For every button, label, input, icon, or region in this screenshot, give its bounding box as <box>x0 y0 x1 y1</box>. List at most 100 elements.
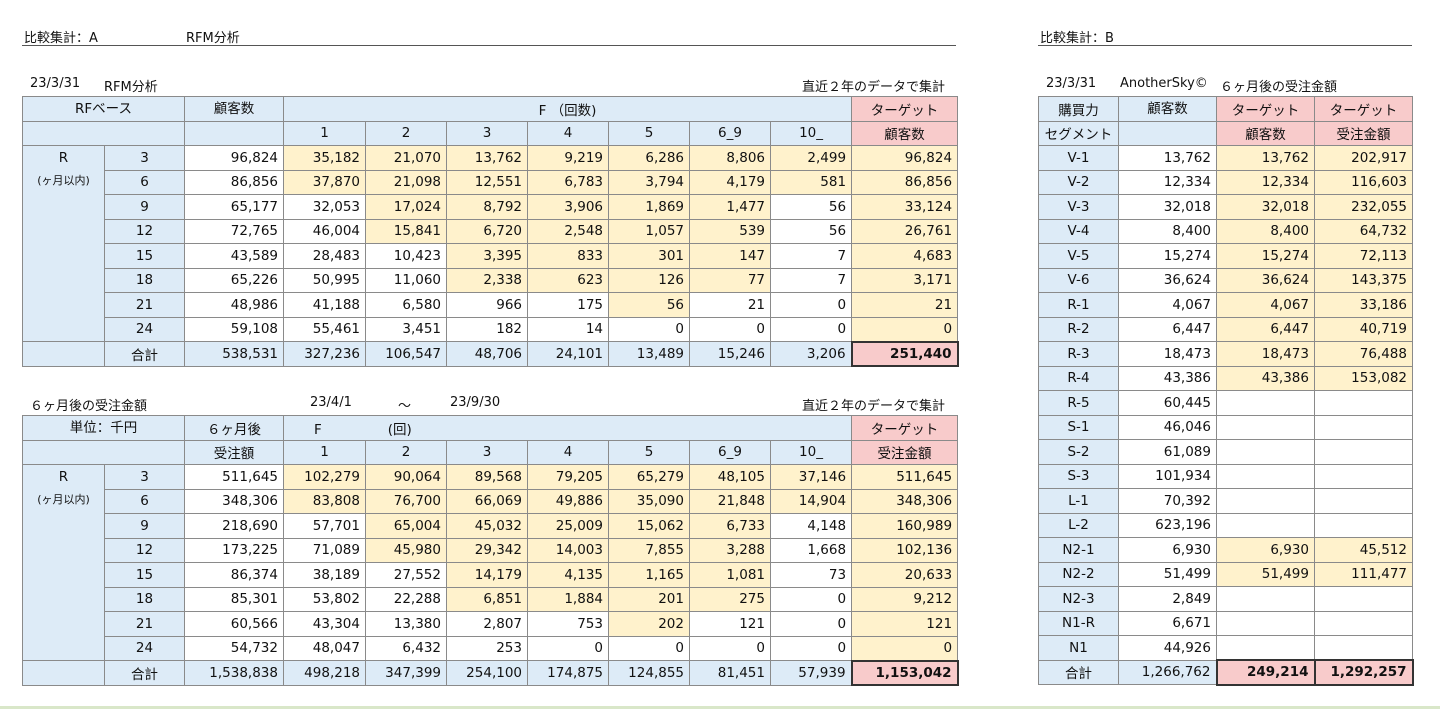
table-row: 6 348,306 83,808 76,700 66,069 49,886 35,090 21… <box>23 488 959 514</box>
f-cell: 0 <box>527 635 609 661</box>
segment-count: 6,930 <box>1118 537 1217 563</box>
f-cell: 3,794 <box>608 169 691 195</box>
segment-label: N1-R <box>1038 610 1119 636</box>
f-cell: 25,009 <box>527 513 609 539</box>
segment-label: R-4 <box>1038 365 1119 391</box>
table-row: L-1 70,392 <box>1038 488 1413 514</box>
target-cell: 33,124 <box>851 194 959 220</box>
table-row: V-4 8,400 8,400 64,732 <box>1038 218 1413 244</box>
f-cell: 182 <box>446 316 529 342</box>
f-cell: 0 <box>769 611 853 637</box>
f-cell: 623 <box>527 267 610 293</box>
row-total: 65,226 <box>184 267 285 293</box>
f-cell: 0 <box>769 635 853 661</box>
t1-header-1: ターゲット <box>1216 96 1315 122</box>
table-row: 12 173,225 71,089 45,980 29,342 14,003 7,855 3,… <box>23 537 959 563</box>
sum-f-cell: 81,451 <box>689 660 771 686</box>
header-row: RFベース 顧客数 F （回数) ターゲット <box>21 96 959 122</box>
segment-count: 46,046 <box>1118 414 1217 440</box>
t2-date-to: 23/9/30 <box>450 395 501 410</box>
table-row: R-3 18,473 18,473 76,488 <box>1038 341 1413 367</box>
segment-target-amount: 45,512 <box>1314 537 1413 563</box>
target-header-2: 受注金額 <box>851 439 959 465</box>
row-total: 173,225 <box>184 537 284 563</box>
f-cell: 1,668 <box>769 537 853 563</box>
f-cell: 15,841 <box>365 218 448 244</box>
t1-note: 直近２年のデータで集計 <box>802 80 946 95</box>
f-cell: 9,219 <box>527 145 610 171</box>
segment-count: 12,334 <box>1118 169 1217 195</box>
r-value: 21 <box>103 292 186 318</box>
table-row: V-1 13,762 13,762 202,917 <box>1038 145 1413 171</box>
r-value: 12 <box>103 218 186 244</box>
r-value: 3 <box>104 464 185 490</box>
f-cell: 2,499 <box>770 145 853 171</box>
segment-count: 36,624 <box>1118 267 1217 293</box>
segment-label: N2-1 <box>1038 537 1119 563</box>
target-cell: 0 <box>851 635 959 661</box>
f-cell: 4,179 <box>689 169 772 195</box>
f-cell: 77 <box>689 267 772 293</box>
segment-target-count <box>1216 488 1315 514</box>
f-cell: 21,070 <box>365 145 448 171</box>
segment-target-count: 43,386 <box>1216 365 1315 391</box>
f-cell: 966 <box>446 292 529 318</box>
f-cell: 121 <box>689 611 771 637</box>
segment-label: N2-3 <box>1038 586 1119 612</box>
r-value: 24 <box>104 635 185 661</box>
row-total: 54,732 <box>184 635 284 661</box>
target-cell: 21 <box>851 292 959 318</box>
f-cell: 1,057 <box>608 218 691 244</box>
f-cell: 13,380 <box>365 611 447 637</box>
sum-target: 251,440 <box>850 340 959 367</box>
segment-label: V-5 <box>1038 243 1119 269</box>
f-cell: 17,024 <box>365 194 448 220</box>
table-row: 24 54,732 48,047 6,432 253 0 0 0 0 0 <box>23 635 959 661</box>
sum-label: 合計 <box>104 660 185 686</box>
sum-total: 1,538,838 <box>184 660 284 686</box>
f-cell: 6,286 <box>608 145 691 171</box>
f-header: F （回数) <box>283 96 853 122</box>
f-col-header: 1 <box>283 120 367 146</box>
table-row: N1 44,926 <box>1038 635 1413 661</box>
f-cell: 65,279 <box>608 464 690 490</box>
f-cell: 6,783 <box>527 169 610 195</box>
target-cell: 160,989 <box>851 513 959 539</box>
segment-count: 6,447 <box>1118 316 1217 342</box>
sum-f-cell: 3,206 <box>770 341 853 367</box>
segment-label: N1 <box>1038 635 1119 661</box>
f-cell: 49,886 <box>527 488 609 514</box>
sum-f-cell: 124,855 <box>608 660 690 686</box>
table-row: 21 60,566 43,304 13,380 2,807 753 202 121 0 121 <box>23 611 959 637</box>
segment-target-count: 32,018 <box>1216 194 1315 220</box>
target-cell: 9,212 <box>851 586 959 612</box>
segment-table: 購買力 顧客数 ターゲット ターゲット セグメント 顧客数 受注金額 V-1 13,762 13,… <box>1038 96 1414 686</box>
sum-target: 1,153,042 <box>850 659 959 686</box>
segment-target-amount: 232,055 <box>1314 194 1413 220</box>
row-total: 511,645 <box>184 464 284 490</box>
f-cell: 10,423 <box>365 243 448 269</box>
f-cell: 0 <box>770 292 853 318</box>
f-cell: 71,089 <box>283 537 366 563</box>
f-cell: 76,700 <box>365 488 447 514</box>
r-value: 18 <box>104 586 185 612</box>
r-label-sub: (ヶ月以内) <box>37 493 90 506</box>
f-cell: 4,135 <box>527 562 609 588</box>
segment-target-amount <box>1314 586 1413 612</box>
table-row: S-1 46,046 <box>1038 414 1413 440</box>
sum-label: 合計 <box>1038 659 1119 685</box>
f-col-header: 4 <box>527 439 609 465</box>
seg-header-2: セグメント <box>1038 120 1119 146</box>
f-cell: 35,182 <box>283 145 367 171</box>
f-col-header: 5 <box>608 120 691 146</box>
segment-target-count: 6,930 <box>1216 537 1315 563</box>
r-value: 6 <box>103 169 186 195</box>
segment-label: S-1 <box>1038 414 1119 440</box>
segment-target-amount: 116,603 <box>1314 169 1413 195</box>
header-row: セグメント 顧客数 受注金額 <box>1038 120 1413 146</box>
target-cell: 86,856 <box>851 169 959 195</box>
b-date: 23/3/31 <box>1046 76 1097 91</box>
target-header-2: 顧客数 <box>851 120 959 146</box>
segment-target-count <box>1216 512 1315 538</box>
table-row: N2-3 2,849 <box>1038 586 1413 612</box>
